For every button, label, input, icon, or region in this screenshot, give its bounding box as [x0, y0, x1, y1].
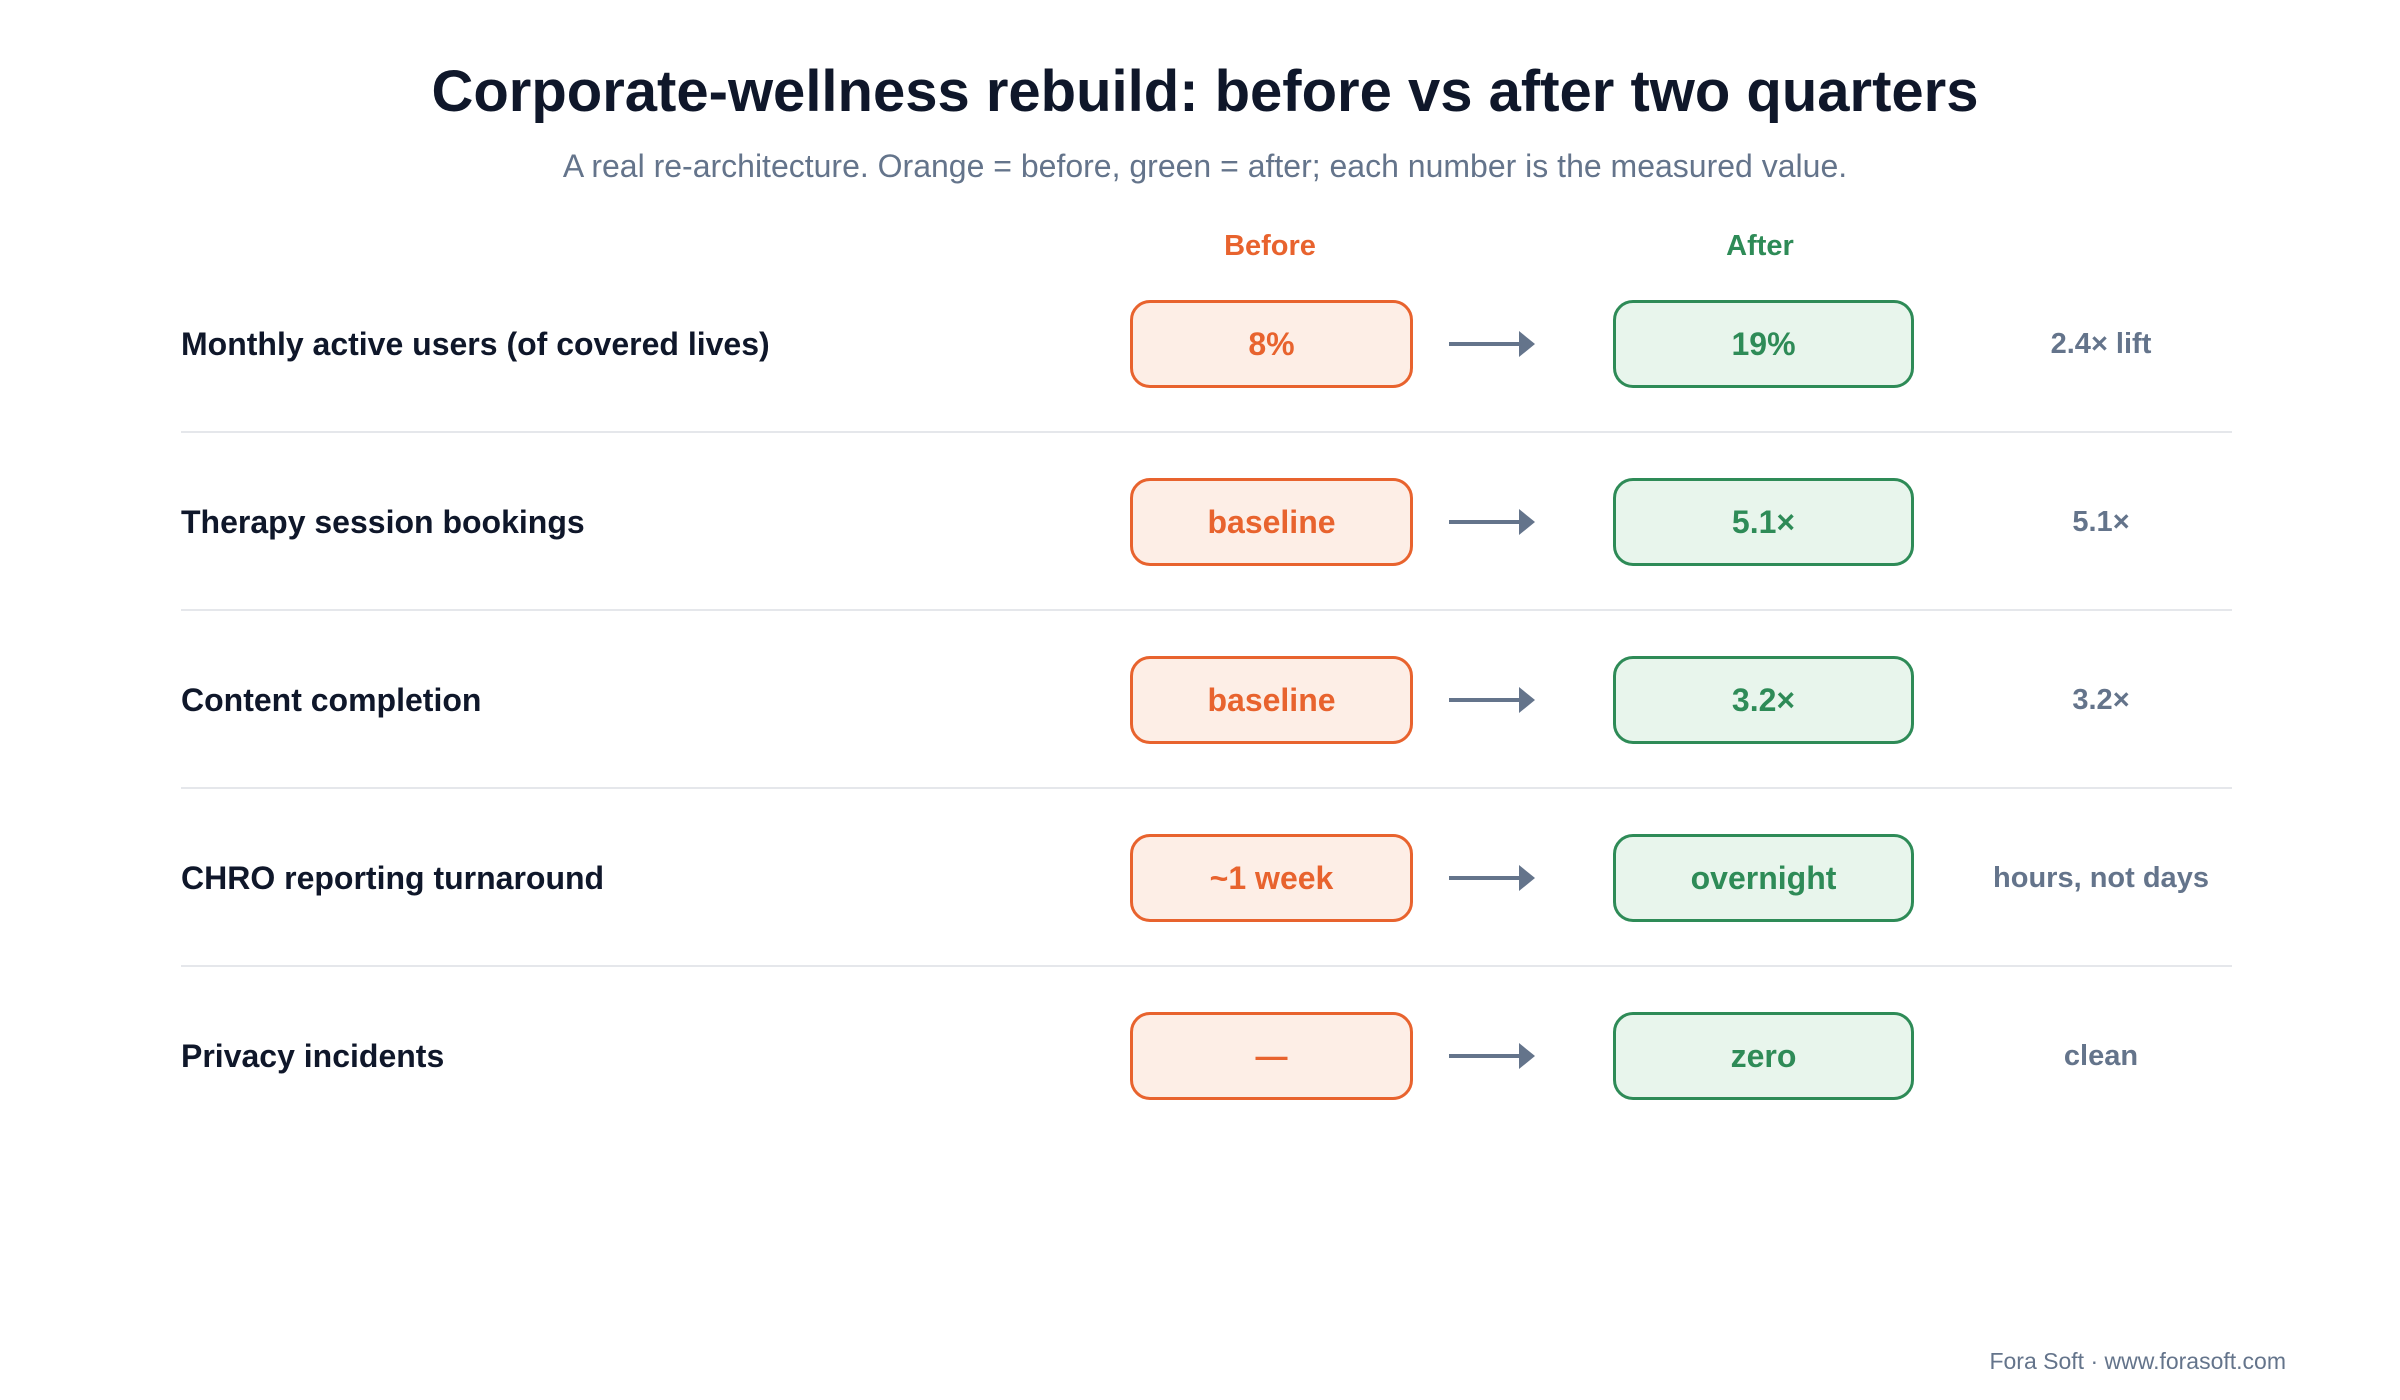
comparison-row: Monthly active users (of covered lives) …: [181, 255, 2232, 433]
arrow-right-icon: [1449, 865, 1535, 891]
metric-label: Therapy session bookings: [181, 504, 585, 540]
after-value: 3.2×: [1613, 656, 1914, 744]
after-value: overnight: [1613, 834, 1914, 922]
after-value: 5.1×: [1613, 478, 1914, 566]
comparison-row: Privacy incidents — zero clean: [181, 967, 2232, 1145]
row-divider: [181, 787, 2232, 789]
arrow-right-icon: [1449, 1043, 1535, 1069]
row-divider: [181, 609, 2232, 611]
comparison-row: Therapy session bookings baseline 5.1× 5…: [181, 433, 2232, 611]
page-title: Corporate-wellness rebuild: before vs af…: [431, 59, 1979, 124]
before-value: baseline: [1130, 656, 1413, 744]
after-value: zero: [1613, 1012, 1914, 1100]
row-divider: [181, 965, 2232, 967]
before-value: 8%: [1130, 300, 1413, 388]
after-value: 19%: [1613, 300, 1914, 388]
metric-label: Content completion: [181, 682, 482, 718]
change-note: clean: [2063, 1040, 2139, 1072]
comparison-row: CHRO reporting turnaround ~1 week overni…: [181, 789, 2232, 967]
change-note: 5.1×: [2072, 506, 2130, 538]
footer-credit: Fora Soft · www.forasoft.com: [1989, 1348, 2286, 1374]
arrow-right-icon: [1449, 509, 1535, 535]
before-value: baseline: [1130, 478, 1413, 566]
change-note: 3.2×: [2072, 684, 2130, 716]
metric-label: Privacy incidents: [181, 1038, 445, 1074]
metric-label: Monthly active users (of covered lives): [181, 326, 770, 362]
row-divider: [181, 431, 2232, 433]
page-subtitle: A real re-architecture. Orange = before,…: [562, 148, 1848, 184]
arrow-right-icon: [1449, 331, 1535, 357]
column-header-after: After: [1726, 230, 1794, 262]
column-header-before: Before: [1224, 230, 1316, 262]
before-value: ~1 week: [1130, 834, 1413, 922]
change-note: hours, not days: [1993, 862, 2209, 894]
before-value: —: [1130, 1012, 1413, 1100]
arrow-right-icon: [1449, 687, 1535, 713]
comparison-row: Content completion baseline 3.2× 3.2×: [181, 611, 2232, 789]
change-note: 2.4× lift: [2050, 328, 2152, 360]
metric-label: CHRO reporting turnaround: [181, 860, 605, 896]
